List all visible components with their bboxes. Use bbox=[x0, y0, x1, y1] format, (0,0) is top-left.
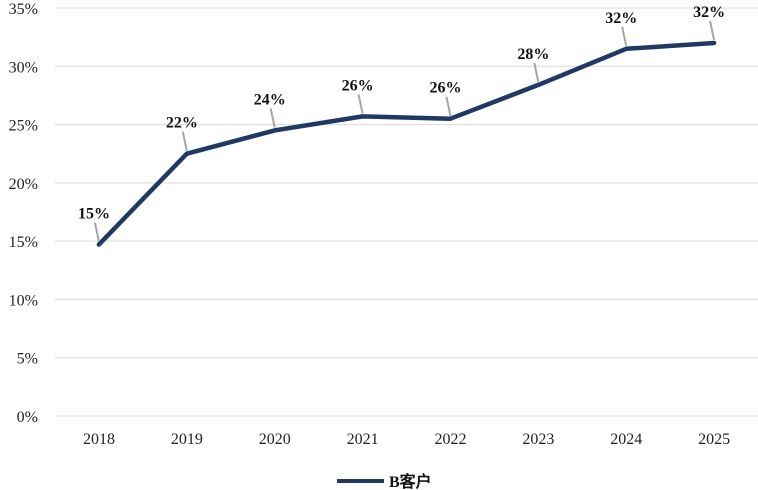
y-tick-label: 5% bbox=[17, 351, 38, 368]
data-label: 32% bbox=[605, 10, 637, 27]
legend-label: B客户 bbox=[389, 472, 432, 490]
y-axis-ticks: 0% 5% 10% 15% 20% 25% 30% 35% bbox=[9, 1, 38, 426]
legend: B客户 bbox=[337, 472, 432, 490]
series-line bbox=[96, 40, 717, 247]
data-label: 32% bbox=[693, 4, 725, 21]
x-tick-label: 2025 bbox=[698, 431, 730, 448]
y-tick-label: 0% bbox=[17, 409, 38, 426]
y-tick-label: 25% bbox=[9, 118, 38, 135]
data-label: 15% bbox=[78, 206, 110, 223]
data-label: 22% bbox=[166, 115, 198, 132]
label-leader bbox=[357, 94, 364, 114]
x-tick-label: 2024 bbox=[610, 431, 642, 448]
label-leader bbox=[269, 108, 276, 128]
x-axis-ticks: 2018 2019 2020 2021 2022 2023 2024 2025 bbox=[83, 431, 730, 448]
label-leader bbox=[93, 222, 100, 242]
data-label: 26% bbox=[342, 77, 374, 94]
series-b-customer bbox=[96, 40, 717, 247]
data-label: 26% bbox=[429, 80, 461, 97]
x-tick-label: 2020 bbox=[259, 431, 291, 448]
data-label: 28% bbox=[517, 46, 549, 63]
data-label: 24% bbox=[254, 91, 286, 108]
label-leader bbox=[181, 131, 188, 151]
x-tick-label: 2023 bbox=[522, 431, 554, 448]
label-leader bbox=[621, 26, 628, 47]
label-leader bbox=[533, 62, 540, 83]
y-tick-label: 30% bbox=[9, 59, 38, 76]
label-leader bbox=[709, 20, 716, 41]
x-tick-label: 2022 bbox=[434, 431, 466, 448]
x-tick-label: 2019 bbox=[171, 431, 203, 448]
data-labels: 15% 22% 24% 26% 26% 28% 32% 32% bbox=[78, 4, 725, 242]
x-tick-label: 2021 bbox=[347, 431, 379, 448]
label-leader bbox=[445, 96, 452, 116]
gridlines bbox=[55, 7, 758, 417]
x-tick-label: 2018 bbox=[83, 431, 115, 448]
y-tick-label: 35% bbox=[9, 1, 38, 18]
y-tick-label: 15% bbox=[9, 234, 38, 251]
y-tick-label: 10% bbox=[9, 292, 38, 309]
y-tick-label: 20% bbox=[9, 176, 38, 193]
